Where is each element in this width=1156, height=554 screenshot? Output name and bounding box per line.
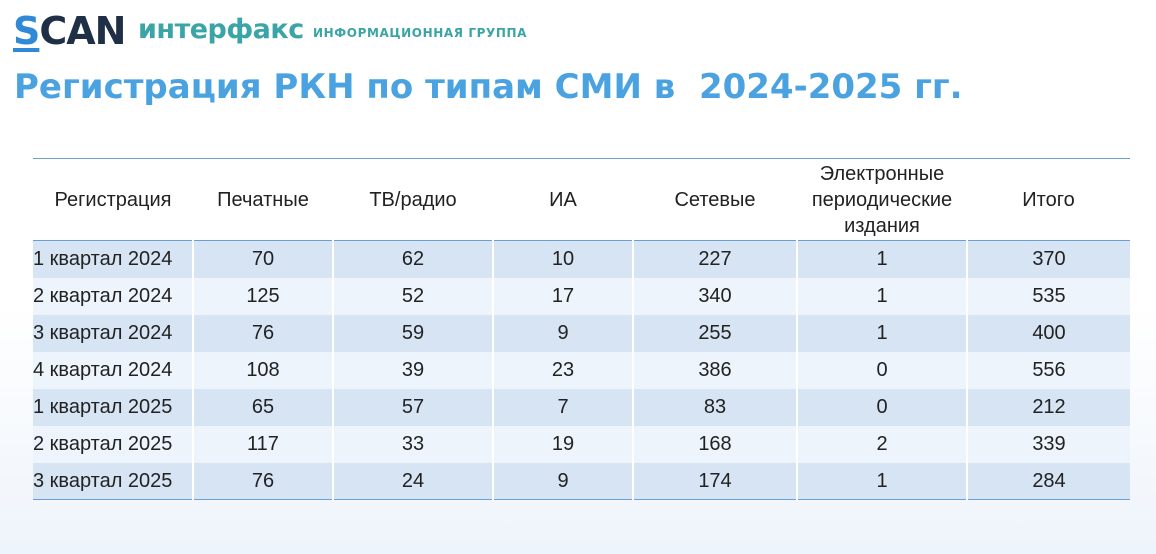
cell-print: 76 [192, 314, 333, 352]
cell-electronic: 1 [796, 314, 967, 352]
cell-print: 117 [192, 425, 333, 463]
cell-print: 65 [192, 388, 333, 426]
cell-electronic: 2 [796, 425, 967, 463]
cell-online: 255 [632, 314, 797, 352]
cell-tv-radio: 59 [332, 314, 493, 352]
cell-electronic: 1 [796, 240, 967, 278]
column-header-print: Печатные [217, 188, 309, 211]
column-header-news-agency: ИА [549, 188, 577, 211]
table-row: 1 квартал 2025 65 57 7 83 0 212 [33, 388, 1130, 426]
table-row: 4 квартал 2024 108 39 23 386 0 556 [33, 351, 1130, 389]
cell-total: 535 [966, 277, 1130, 315]
cell-news-agency: 9 [492, 314, 633, 352]
cell-electronic: 1 [796, 277, 967, 315]
row-label: 3 квартал 2024 [33, 314, 193, 352]
table-row: 2 квартал 2024 125 52 17 340 1 535 [33, 277, 1130, 315]
cell-total: 400 [966, 314, 1130, 352]
cell-news-agency: 9 [492, 462, 633, 500]
table-row: 3 квартал 2024 76 59 9 255 1 400 [33, 314, 1130, 352]
table-row: 1 квартал 2024 70 62 10 227 1 370 [33, 240, 1130, 278]
cell-print: 108 [192, 351, 333, 389]
scan-logo-text: CAN [39, 9, 126, 53]
cell-online: 83 [632, 388, 797, 426]
cell-electronic: 0 [796, 351, 967, 389]
cell-online: 168 [632, 425, 797, 463]
table-header-row: Регистрация Печатные ТВ/радио ИА Сетевые… [33, 158, 1130, 241]
cell-tv-radio: 39 [332, 351, 493, 389]
cell-tv-radio: 33 [332, 425, 493, 463]
row-label: 3 квартал 2025 [33, 462, 193, 500]
cell-news-agency: 7 [492, 388, 633, 426]
cell-online: 227 [632, 240, 797, 278]
cell-electronic: 0 [796, 388, 967, 426]
cell-print: 76 [192, 462, 333, 500]
column-header-tv-radio: ТВ/радио [369, 188, 457, 211]
interfax-subtitle: ИНФОРМАЦИОННАЯ ГРУППА [313, 26, 528, 40]
cell-online: 340 [632, 277, 797, 315]
cell-news-agency: 10 [492, 240, 633, 278]
cell-total: 284 [966, 462, 1130, 500]
column-header-electronic: Электронные периодические издания [811, 162, 953, 237]
scan-logo: SCAN [13, 8, 126, 54]
cell-news-agency: 23 [492, 351, 633, 389]
cell-news-agency: 17 [492, 277, 633, 315]
cell-online: 174 [632, 462, 797, 500]
registration-table: Регистрация Печатные ТВ/радио ИА Сетевые… [33, 158, 1130, 500]
scan-logo-letter: S [13, 9, 40, 53]
cell-total: 556 [966, 351, 1130, 389]
column-header-online: Сетевые [674, 188, 756, 211]
cell-total: 370 [966, 240, 1130, 278]
cell-tv-radio: 24 [332, 462, 493, 500]
row-label: 4 квартал 2024 [33, 351, 193, 389]
row-label: 2 квартал 2024 [33, 277, 193, 315]
row-label: 1 квартал 2025 [33, 388, 193, 426]
column-header-registration: Регистрация [54, 188, 172, 211]
cell-print: 70 [192, 240, 333, 278]
table-row: 3 квартал 2025 76 24 9 174 1 284 [33, 462, 1130, 500]
interfax-logo: интерфакс [138, 14, 304, 45]
table-row: 2 квартал 2025 117 33 19 168 2 339 [33, 425, 1130, 463]
cell-tv-radio: 52 [332, 277, 493, 315]
cell-news-agency: 19 [492, 425, 633, 463]
cell-total: 339 [966, 425, 1130, 463]
cell-online: 386 [632, 351, 797, 389]
page-title: Регистрация РКН по типам СМИ в 2024-2025… [14, 67, 963, 107]
cell-total: 212 [966, 388, 1130, 426]
row-label: 2 квартал 2025 [33, 425, 193, 463]
cell-tv-radio: 62 [332, 240, 493, 278]
column-header-total: Итого [1022, 188, 1075, 211]
row-label: 1 квартал 2024 [33, 240, 193, 278]
cell-electronic: 1 [796, 462, 967, 500]
cell-tv-radio: 57 [332, 388, 493, 426]
cell-print: 125 [192, 277, 333, 315]
